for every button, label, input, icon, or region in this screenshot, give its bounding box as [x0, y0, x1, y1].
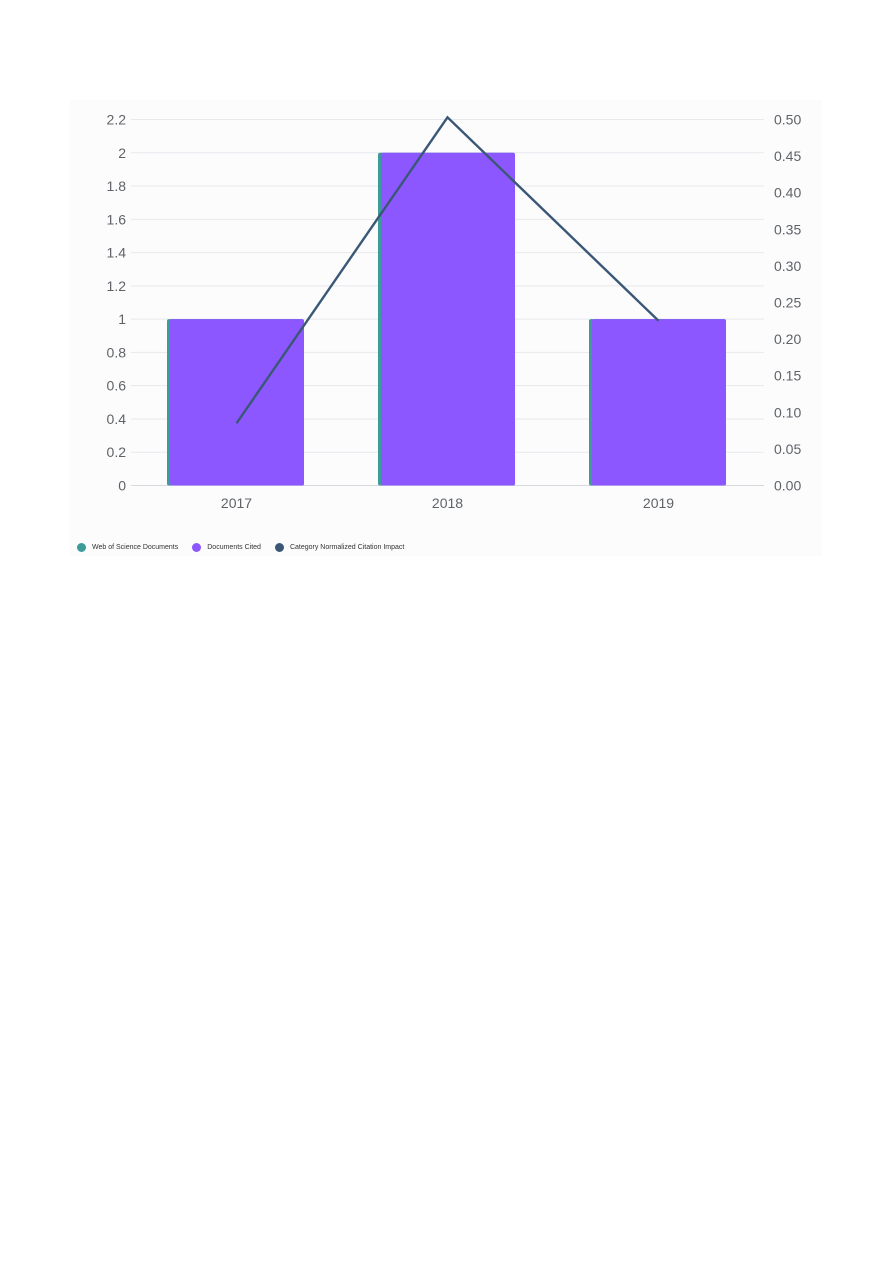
y-left-tick-label: 1.6: [107, 211, 127, 227]
line-category-normalized-citation-impact: [235, 115, 660, 424]
y-right-tick-label: 0.50: [774, 112, 801, 128]
y-left-tick-label: 2.2: [107, 112, 127, 128]
legend-label-cnci: Category Normalized Citation Impact: [289, 544, 405, 551]
chart-svg: 00.20.40.60.811.21.41.61.822.2 0.000.050…: [107, 112, 802, 512]
y-axis-left: 0 0.2 0.4 0.6 0.8 1 1.2 1.4 1.6 1.8 2 2.2: [107, 112, 127, 494]
y-left-tick-label: 1: [118, 311, 126, 327]
y-right-tick-label: 0.15: [774, 368, 801, 384]
bar-documents-cited: [592, 319, 726, 486]
y-left-tick-label: 1.2: [107, 278, 127, 294]
legend-swatch-wos-documents: [77, 543, 86, 552]
bars: [167, 152, 726, 486]
y-right-tick-label: 0.45: [774, 148, 801, 164]
y-right-tick-label: 0.10: [774, 404, 801, 420]
y-right-tick-label: 0.40: [774, 185, 801, 201]
y-right-tick-label: 0.20: [774, 331, 801, 347]
x-tick-label: 2019: [643, 495, 674, 511]
y-left-tick-label: 0.6: [107, 378, 127, 394]
y-left-tick-label: 1.8: [107, 178, 127, 194]
y-right-tick-label: 0.00: [774, 478, 801, 494]
x-tick-label: 2018: [432, 495, 463, 511]
y-axis-right: 0.00 0.05 0.10 0.15 0.20 0.25 0.30 0.35 0.40 0.45…: [774, 112, 801, 494]
legend-item-documents-cited[interactable]: Documents Cited: [192, 543, 261, 552]
legend-label-wos-documents: Web of Science Documents: [92, 544, 179, 551]
legend-label-documents-cited: Documents Cited: [207, 544, 261, 551]
legend-item-cnci[interactable]: Category Normalized Citation Impact: [274, 543, 405, 552]
y-left-tick-label: 0.8: [107, 344, 127, 360]
bar-documents-cited: [170, 319, 304, 486]
y-right-tick-label: 0.05: [774, 441, 801, 457]
y-left-tick-label: 1.4: [107, 245, 127, 261]
legend-swatch-documents-cited: [192, 543, 202, 552]
y-right-tick-label: 0.35: [774, 221, 801, 237]
line-series: [235, 115, 660, 424]
y-left-tick-label: 0: [118, 478, 126, 494]
legend: Web of Science Documents Documents Cited…: [77, 543, 418, 552]
legend-swatch-cnci: [274, 543, 284, 552]
legend-item-wos-documents[interactable]: Web of Science Documents: [77, 543, 178, 552]
y-left-tick-label: 2: [118, 145, 126, 161]
y-right-tick-label: 0.25: [774, 295, 801, 311]
x-axis: 2017 2018 2019: [221, 495, 674, 511]
chart-panel: 0 0.2 0.4 0.6 0.8 1 1.2 1.4 1.6 1.8 2 2.2 0.00 0.05 0…: [70, 100, 822, 556]
y-left-tick-label: 0.2: [107, 444, 127, 460]
y-right-tick-label: 0.30: [774, 258, 801, 274]
y-left-tick-label: 0.4: [107, 411, 127, 427]
x-tick-label: 2017: [221, 495, 252, 511]
bar-documents-cited: [381, 152, 515, 486]
